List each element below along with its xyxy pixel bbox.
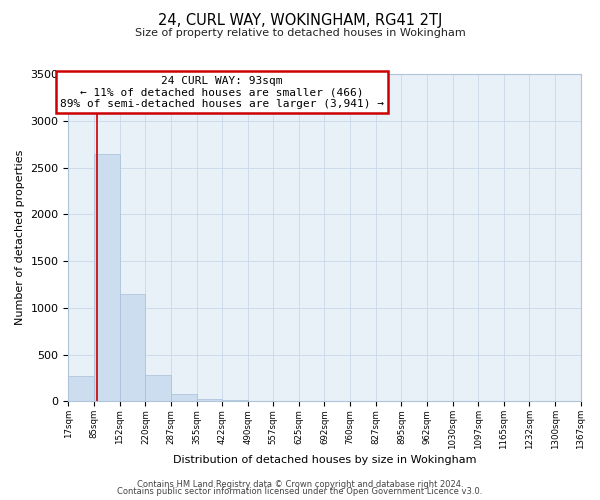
- Text: Contains HM Land Registry data © Crown copyright and database right 2024.: Contains HM Land Registry data © Crown c…: [137, 480, 463, 489]
- Text: 24, CURL WAY, WOKINGHAM, RG41 2TJ: 24, CURL WAY, WOKINGHAM, RG41 2TJ: [158, 12, 442, 28]
- Bar: [94, 154, 119, 402]
- Bar: [197, 398, 222, 402]
- Y-axis label: Number of detached properties: Number of detached properties: [15, 150, 25, 326]
- Bar: [222, 400, 248, 402]
- Bar: [68, 376, 94, 402]
- X-axis label: Distribution of detached houses by size in Wokingham: Distribution of detached houses by size …: [173, 455, 476, 465]
- Text: Size of property relative to detached houses in Wokingham: Size of property relative to detached ho…: [134, 28, 466, 38]
- Bar: [171, 394, 197, 402]
- Text: 24 CURL WAY: 93sqm
← 11% of detached houses are smaller (466)
89% of semi-detach: 24 CURL WAY: 93sqm ← 11% of detached hou…: [60, 76, 384, 109]
- Bar: [119, 294, 145, 402]
- Bar: [145, 375, 171, 402]
- Text: Contains public sector information licensed under the Open Government Licence v3: Contains public sector information licen…: [118, 487, 482, 496]
